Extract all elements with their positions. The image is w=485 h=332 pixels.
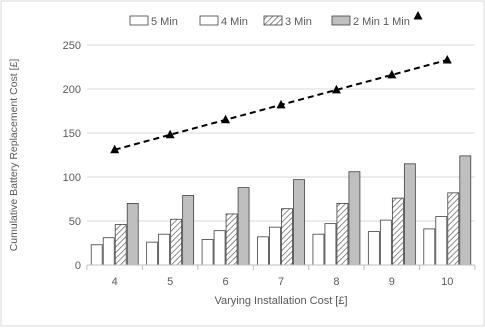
bar-4-min-5 (158, 233, 171, 266)
bar-4-min-8 (324, 223, 337, 266)
legend-line-marker (413, 11, 423, 20)
trend-marker (331, 84, 341, 94)
legend-swatch (331, 15, 351, 26)
legend-swatch (199, 15, 219, 26)
axes: 0 50 100 150 200 250 4 5 6 7 8 9 10 (63, 40, 476, 288)
x-tick-label: 4 (112, 276, 118, 288)
legend-swatch (129, 15, 149, 26)
trend-marker (387, 69, 397, 79)
trend-marker (110, 144, 120, 154)
y-tick-label: 150 (63, 128, 81, 140)
x-tick-label: 9 (389, 276, 395, 288)
x-tick-label: 8 (333, 276, 339, 288)
bar-3-min-4 (114, 224, 127, 266)
bar-4-min-9 (379, 219, 392, 266)
legend-label: 2 Min 1 Min (353, 16, 410, 28)
trend-line (110, 54, 452, 154)
legend-label: 4 Min (221, 16, 248, 28)
x-tick-label: 6 (223, 276, 229, 288)
legend-swatch (263, 15, 283, 26)
x-tick-label: 10 (441, 276, 453, 288)
bar-2-min-1-min-8 (348, 171, 361, 266)
bar-5-min-4 (90, 244, 103, 266)
bar-2-min-1-min-4 (126, 202, 139, 266)
bar-3-min-8 (336, 202, 349, 266)
bar-3-min-5 (170, 218, 183, 266)
trend-marker (221, 114, 231, 124)
bar-5-min-8 (312, 233, 325, 266)
bar-4-min-6 (213, 230, 226, 266)
legend-label: 5 Min (151, 16, 178, 28)
bar-5-min-5 (146, 241, 159, 266)
trend-marker (165, 129, 175, 139)
bar-2-min-1-min-6 (237, 187, 250, 266)
bar-4-min-10 (435, 216, 448, 266)
bar-3-min-6 (225, 213, 238, 266)
legend-label: 3 Min (285, 16, 312, 28)
bar-4-min-7 (269, 226, 281, 266)
y-axis-label: Cumulative Battery Replacement Cost [£] (8, 59, 20, 252)
bar-4-min-4 (102, 237, 115, 266)
y-tick-label: 50 (69, 216, 81, 228)
y-tick-label: 250 (63, 40, 81, 52)
legend: 5 Min 4 Min 3 Min 2 Min 1 Min (129, 11, 423, 28)
y-tick-label: 100 (63, 172, 81, 184)
bar-3-min-7 (281, 208, 293, 266)
bars (90, 155, 472, 266)
bar-2-min-1-min-5 (182, 195, 195, 266)
bar-5-min-9 (367, 231, 380, 266)
bar-5-min-10 (423, 228, 436, 266)
bar-2-min-1-min-9 (403, 163, 416, 266)
bar-3-min-9 (391, 197, 404, 266)
trend-marker (276, 99, 286, 109)
trend-marker (442, 54, 452, 64)
bar-5-min-7 (257, 236, 269, 266)
x-tick-label: 5 (167, 276, 173, 288)
bar-2-min-1-min-7 (293, 179, 305, 266)
bar-3-min-10 (447, 192, 460, 266)
bar-2-min-1-min-10 (459, 155, 472, 266)
y-tick-label: 200 (63, 84, 81, 96)
y-tick-label: 0 (75, 260, 81, 272)
x-tick-label: 7 (278, 276, 284, 288)
x-axis-label: Varying Installation Cost [£] (214, 295, 347, 307)
bar-5-min-6 (201, 239, 214, 266)
